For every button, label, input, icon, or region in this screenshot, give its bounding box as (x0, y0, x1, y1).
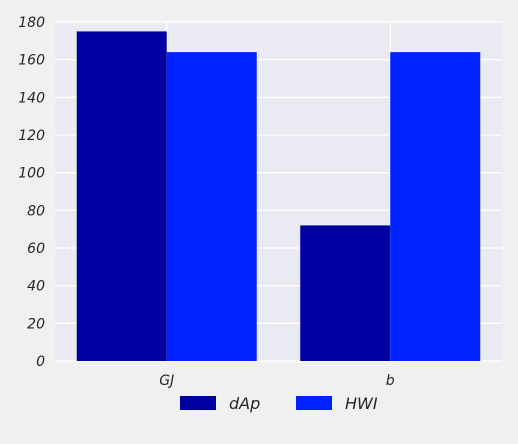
bars (76, 31, 481, 362)
bar-dAp-b (300, 225, 391, 361)
y-tick-label: 60 (27, 241, 45, 257)
bar-HWI-GJ (166, 52, 257, 362)
legend-swatch-dAp (180, 396, 216, 410)
y-tick-label: 20 (27, 316, 45, 332)
y-tick-label: 140 (18, 90, 45, 106)
x-axis-tick-labels: GJ b (159, 373, 395, 389)
y-tick-label: 0 (36, 354, 45, 370)
y-tick-label: 40 (27, 279, 45, 295)
legend-swatch-HWI (296, 396, 332, 410)
y-tick-label: 120 (18, 128, 45, 144)
x-tick-label: GJ (159, 373, 174, 389)
legend-label-HWI: HWI (345, 394, 378, 413)
y-tick-label: 80 (27, 203, 45, 219)
x-tick-label: b (386, 373, 395, 389)
legend-label-dAp: dAp (229, 394, 260, 413)
y-tick-label: 160 (18, 53, 45, 69)
bar-HWI-b (390, 52, 481, 362)
y-axis-tick-labels: 0 20 40 60 80 100 120 140 160 180 (18, 15, 45, 370)
bar-dAp-GJ (76, 31, 167, 362)
y-tick-label: 100 (18, 166, 45, 182)
y-tick-label: 180 (18, 15, 45, 31)
legend: dAp HWI (180, 394, 378, 413)
